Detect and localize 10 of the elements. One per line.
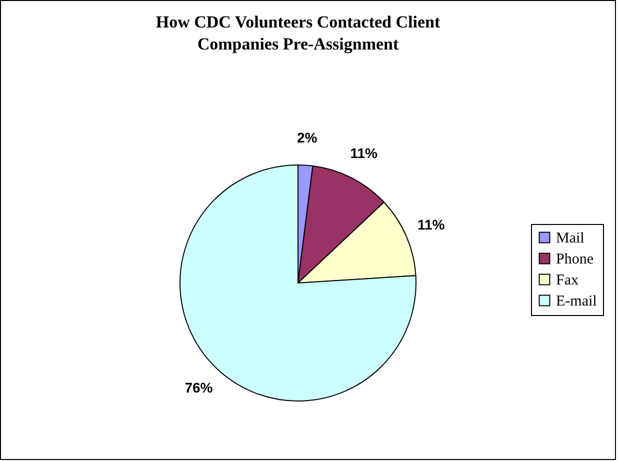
data-label: 11% xyxy=(350,144,378,161)
pie-slice xyxy=(180,164,416,402)
data-label: 11% xyxy=(417,216,446,232)
legend-label: Mail xyxy=(556,230,584,246)
data-label: 2% xyxy=(296,129,318,146)
legend-label: Fax xyxy=(556,272,579,288)
legend-label: E-mail xyxy=(556,294,597,310)
data-label: 76% xyxy=(184,380,214,396)
chart-title: How CDC Volunteers Contacted Client Companies Pre-Assignment xyxy=(156,12,440,54)
legend-label: Phone xyxy=(556,252,594,268)
